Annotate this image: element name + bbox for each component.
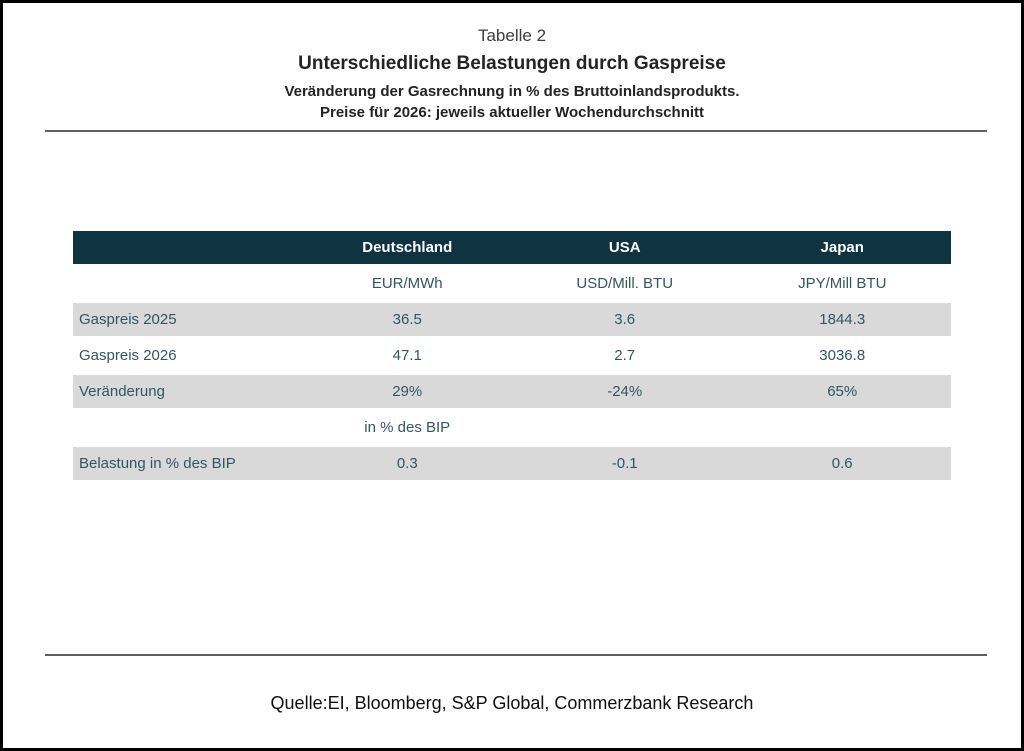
section-row-bip: in % des BIP bbox=[73, 411, 951, 444]
value-cell: 3036.8 bbox=[819, 347, 866, 364]
unit-cell: USD/Mill. BTU bbox=[576, 275, 674, 292]
header-cell-japan: Japan bbox=[733, 231, 951, 264]
empty-cell bbox=[516, 411, 733, 444]
row-label: Gaspreis 2026 bbox=[79, 347, 177, 364]
row-label: Gaspreis 2025 bbox=[73, 303, 299, 336]
table-row-gaspreis-2025: Gaspreis 2025 36.5 3.6 1844.3 bbox=[73, 303, 951, 336]
value-cell: 2.7 bbox=[614, 347, 636, 364]
top-divider-rule bbox=[45, 130, 987, 132]
row-label bbox=[73, 267, 299, 300]
value-cell: 29% bbox=[298, 375, 516, 408]
figure-title: Unterschiedliche Belastungen durch Gaspr… bbox=[298, 53, 726, 74]
header-cell-empty bbox=[73, 231, 299, 264]
table-row-gaspreis-2026: Gaspreis 2026 47.1 2.7 3036.8 bbox=[73, 339, 951, 372]
value-cell: 3.6 bbox=[515, 303, 734, 336]
row-label: Belastung in % des BIP bbox=[73, 447, 299, 480]
value-cell: 1844.3 bbox=[733, 303, 951, 336]
value-cell: -24% bbox=[515, 375, 734, 408]
table-row-belastung-bip: Belastung in % des BIP 0.3 -0.1 0.6 bbox=[73, 447, 951, 480]
figure-subtitle-line2: Preise für 2026: jeweils aktueller Woche… bbox=[319, 104, 705, 121]
value-cell: 65% bbox=[733, 375, 951, 408]
row-label bbox=[73, 411, 299, 444]
value-cell: 0.3 bbox=[298, 447, 516, 480]
value-cell: -0.1 bbox=[515, 447, 734, 480]
table-header-row: Deutschland USA Japan bbox=[73, 231, 951, 264]
unit-cell: JPY/Mill BTU bbox=[798, 275, 887, 292]
value-cell: 0.6 bbox=[733, 447, 951, 480]
table-row-veraenderung: Veränderung 29% -24% 65% bbox=[73, 375, 951, 408]
empty-cell bbox=[733, 411, 951, 444]
header-cell-usa: USA bbox=[515, 231, 734, 264]
title-block: Tabelle 2 Unterschiedliche Belastungen d… bbox=[3, 25, 1021, 123]
value-cell: 36.5 bbox=[298, 303, 516, 336]
value-cell: 47.1 bbox=[392, 347, 422, 364]
gas-price-table: Deutschland USA Japan EUR/MWh USD/Mill. … bbox=[73, 228, 951, 483]
section-label-cell: in % des BIP bbox=[364, 419, 451, 436]
table-number-label: Tabelle 2 bbox=[477, 26, 547, 45]
source-attribution: Quelle:EI, Bloomberg, S&P Global, Commer… bbox=[270, 693, 754, 713]
header-cell-deutschland: Deutschland bbox=[298, 231, 516, 264]
row-label: Veränderung bbox=[73, 375, 299, 408]
units-row: EUR/MWh USD/Mill. BTU JPY/Mill BTU bbox=[73, 267, 951, 300]
figure-subtitle-line1: Veränderung der Gasrechnung in % des Bru… bbox=[284, 83, 740, 100]
bottom-divider-rule bbox=[45, 654, 987, 656]
unit-cell: EUR/MWh bbox=[371, 275, 443, 292]
